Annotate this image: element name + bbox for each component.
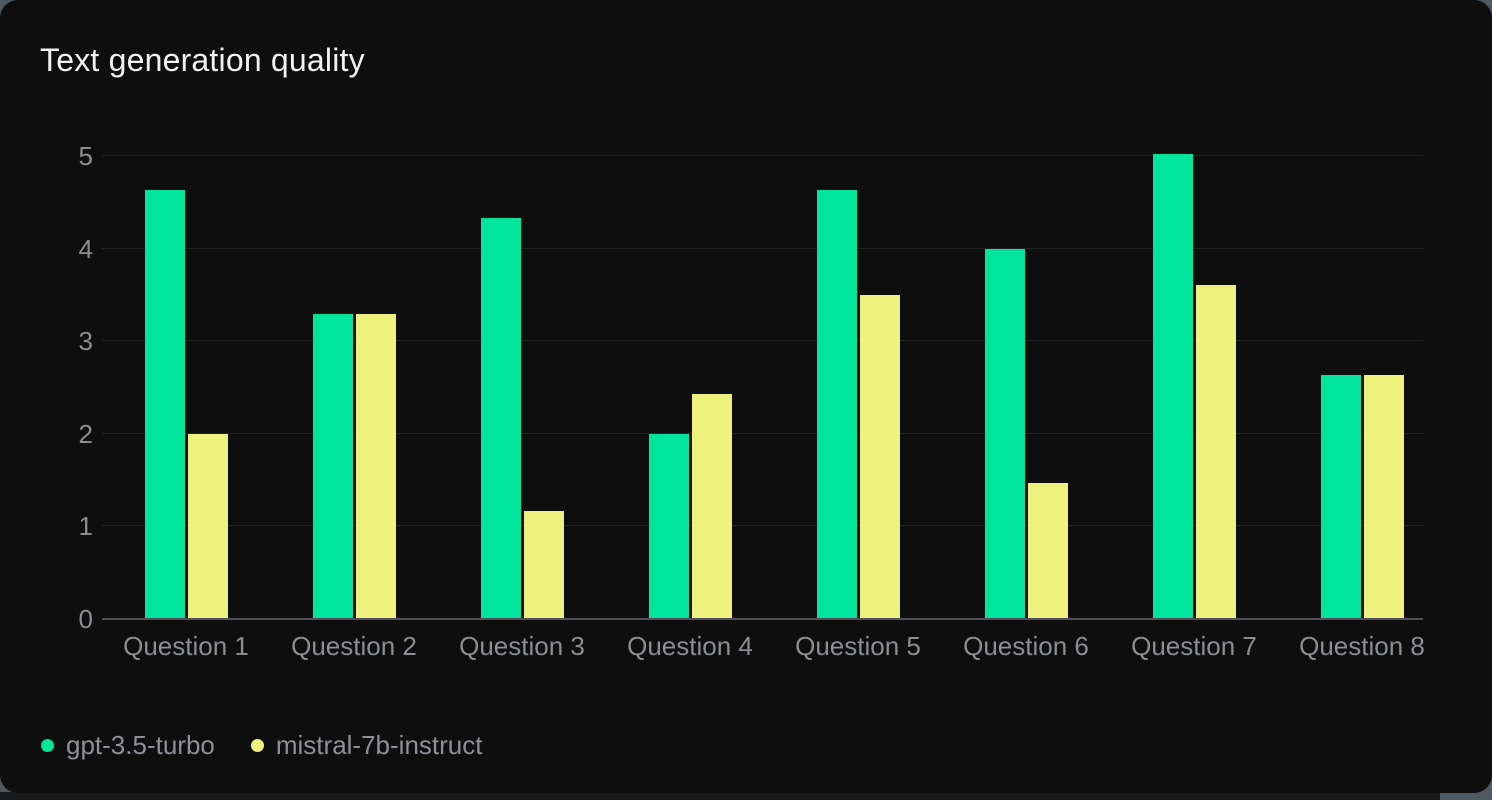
bar-gpt-3.5-turbo-q1[interactable] [144,190,185,619]
bar-group-question-2 [270,156,438,619]
x-tick-label: Question 2 [291,631,417,661]
bar-mistral-7b-instruct-q8[interactable] [1363,375,1404,619]
y-tick-label: 4 [78,233,93,264]
legend-label: gpt-3.5-turbo [66,730,215,760]
bar-mistral-7b-instruct-q5[interactable] [859,294,900,619]
bar-group-question-1 [102,156,270,619]
bar-groups-layer [102,154,1446,619]
gridline-y-2 [102,432,1423,434]
bar-gpt-3.5-turbo-q8[interactable] [1320,375,1361,619]
x-tick-label: Question 7 [1131,631,1257,661]
x-tick-label: Question 8 [1299,631,1425,661]
bar-mistral-7b-instruct-q6[interactable] [1027,482,1068,619]
bar-gpt-3.5-turbo-q7[interactable] [1152,154,1193,619]
bar-group-question-5 [774,156,942,619]
chart-title: Text generation quality [40,42,365,78]
gridline-y-3 [102,340,1423,342]
bar-mistral-7b-instruct-q2[interactable] [355,314,396,619]
x-axis-labels: Question 1 Question 2 Question 3 Question 4… [102,631,1446,662]
x-tick-label: Question 4 [627,631,753,661]
x-axis-line [102,618,1423,620]
y-tick-label: 1 [78,511,93,542]
bar-mistral-7b-instruct-q4[interactable] [691,393,732,619]
y-tick-label: 5 [78,141,93,171]
bar-gpt-3.5-turbo-q5[interactable] [816,190,857,619]
x-tick-label: Question 3 [459,631,585,661]
bar-gpt-3.5-turbo-q3[interactable] [480,218,521,619]
legend-label: mistral-7b-instruct [275,730,483,760]
bar-mistral-7b-instruct-q1[interactable] [187,433,228,619]
gridline-y-1 [102,525,1423,527]
bar-gpt-3.5-turbo-q2[interactable] [312,314,353,619]
bar-gpt-3.5-turbo-q6[interactable] [984,248,1025,619]
plot-area [102,154,1446,620]
bar-mistral-7b-instruct-q3[interactable] [523,510,564,619]
bar-group-question-6 [942,156,1110,619]
bar-group-question-3 [438,156,606,619]
bar-mistral-7b-instruct-q7[interactable] [1195,284,1236,619]
bar-gpt-3.5-turbo-q4[interactable] [648,433,689,619]
x-tick-label: Question 6 [963,631,1089,661]
bar-group-question-8 [1278,156,1446,619]
bar-group-question-4 [606,156,774,619]
bar-group-question-7 [1110,154,1278,619]
chart-legend: gpt-3.5-turbo mistral-7b-instruct [41,730,482,761]
x-tick-label: Question 5 [795,631,921,661]
y-tick-label: 3 [78,326,93,357]
gridline-y-4 [102,247,1423,249]
page-bottom-strip [0,792,1440,800]
legend-item-mistral-7b-instruct[interactable]: mistral-7b-instruct [250,730,483,761]
gridline-y-5 [102,155,1423,156]
y-tick-label: 2 [78,418,93,449]
legend-swatch-icon [41,739,54,752]
legend-swatch-icon [250,739,264,752]
legend-item-gpt-3.5-turbo[interactable]: gpt-3.5-turbo [41,730,215,761]
x-tick-label: Question 1 [123,631,249,661]
y-tick-label: 0 [78,604,93,634]
